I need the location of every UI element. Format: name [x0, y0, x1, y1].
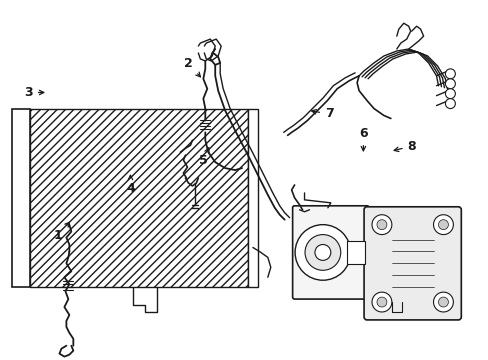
- Circle shape: [371, 215, 391, 235]
- Circle shape: [445, 79, 454, 89]
- Circle shape: [314, 244, 330, 260]
- FancyBboxPatch shape: [292, 206, 368, 299]
- Text: 2: 2: [184, 57, 200, 77]
- Text: 8: 8: [393, 140, 415, 153]
- Text: 6: 6: [358, 127, 367, 151]
- Circle shape: [445, 99, 454, 109]
- Circle shape: [376, 297, 386, 307]
- Text: 4: 4: [126, 175, 135, 195]
- Text: 1: 1: [53, 222, 69, 242]
- Text: 7: 7: [311, 107, 333, 120]
- Bar: [247, 109, 257, 287]
- Circle shape: [305, 235, 340, 270]
- Circle shape: [294, 225, 350, 280]
- Circle shape: [433, 215, 452, 235]
- Circle shape: [433, 292, 452, 312]
- Circle shape: [445, 89, 454, 99]
- Circle shape: [438, 297, 447, 307]
- Text: 5: 5: [199, 148, 208, 167]
- Circle shape: [445, 69, 454, 79]
- Bar: [30, 109, 247, 287]
- Text: 3: 3: [24, 86, 44, 99]
- Circle shape: [438, 220, 447, 230]
- Bar: [12, 109, 30, 287]
- Bar: [346, 240, 365, 264]
- FancyBboxPatch shape: [364, 207, 460, 320]
- Circle shape: [371, 292, 391, 312]
- Circle shape: [376, 220, 386, 230]
